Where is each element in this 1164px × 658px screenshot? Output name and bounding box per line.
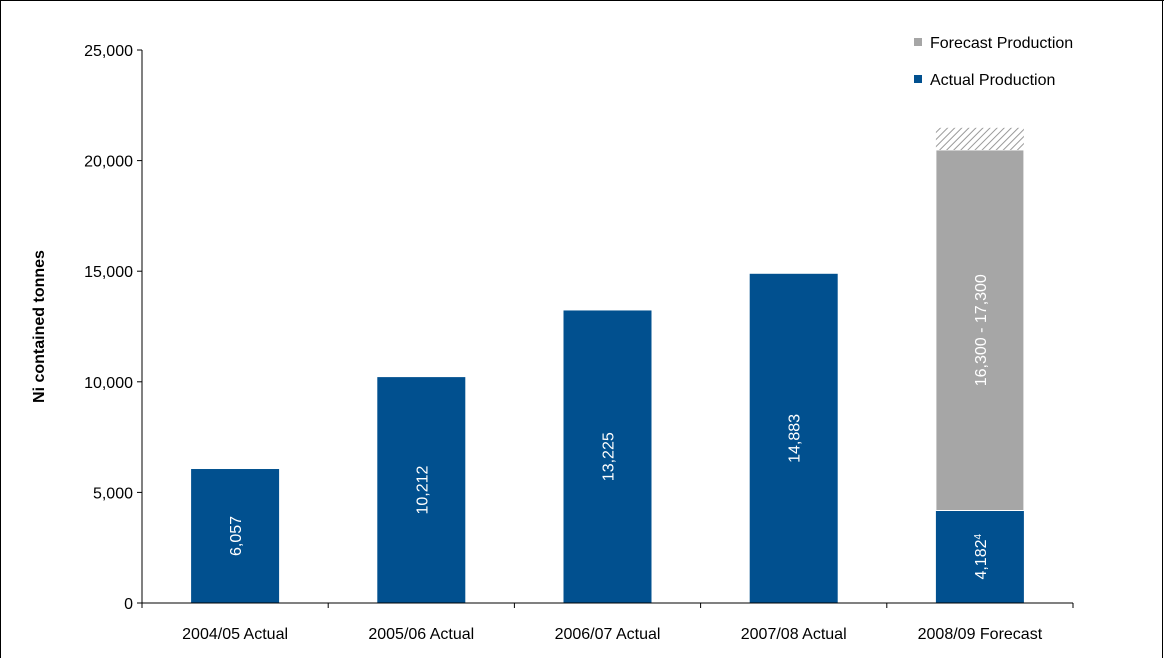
data-label: 10,212 bbox=[414, 465, 431, 514]
y-tick-label: 0 bbox=[124, 596, 133, 613]
y-tick-label: 10,000 bbox=[84, 375, 133, 392]
y-axis-title: Ni contained tonnes bbox=[31, 250, 48, 403]
x-tick-label: 2007/08 Actual bbox=[741, 626, 847, 643]
y-tick-label: 20,000 bbox=[84, 154, 133, 171]
actual-production-bar bbox=[935, 510, 1024, 603]
legend-label: Forecast Production bbox=[930, 35, 1073, 52]
x-tick-label: 2006/07 Actual bbox=[555, 626, 661, 643]
legend-swatch bbox=[914, 38, 922, 46]
forecast-range-bar bbox=[935, 127, 1024, 150]
x-tick-label: 2004/05 Actual bbox=[182, 626, 288, 643]
x-tick-label: 2008/09 Forecast bbox=[918, 626, 1043, 643]
actual-production-bar bbox=[191, 469, 280, 603]
forecast-range-label: 16,300 - 17,300 bbox=[973, 274, 990, 386]
y-tick-label: 15,000 bbox=[84, 264, 133, 281]
frame-right-border bbox=[1162, 0, 1163, 658]
x-tick-label: 2005/06 Actual bbox=[368, 626, 474, 643]
y-tick-label: 25,000 bbox=[84, 43, 133, 60]
actual-production-bar bbox=[563, 310, 652, 603]
data-label: 13,225 bbox=[601, 432, 618, 481]
legend-swatch bbox=[914, 75, 922, 83]
frame-top-border bbox=[0, 0, 1164, 1]
frame-left-border bbox=[0, 0, 1, 658]
forecast-production-bar bbox=[935, 149, 1025, 511]
y-tick-label: 5,000 bbox=[93, 485, 133, 502]
legend-label: Actual Production bbox=[930, 72, 1055, 89]
actual-production-bar bbox=[377, 377, 466, 603]
actual-production-bar bbox=[749, 273, 838, 603]
data-label: 4,1824 bbox=[972, 534, 990, 580]
footnote-superscript: 4 bbox=[972, 534, 983, 540]
data-label: 6,057 bbox=[228, 516, 245, 556]
data-label: 14,883 bbox=[787, 414, 804, 463]
